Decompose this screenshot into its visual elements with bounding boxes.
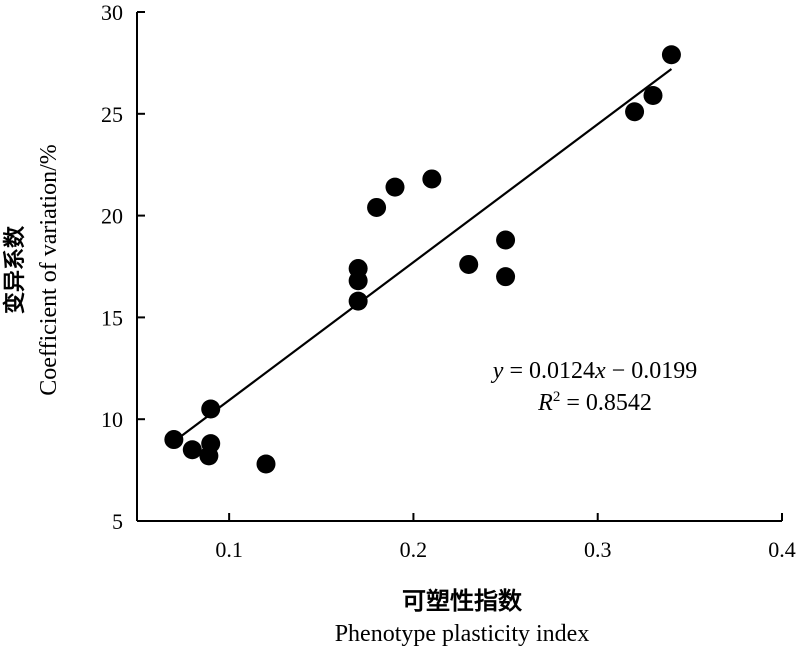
r2-value: = 0.8542 [560, 390, 652, 416]
data-point [496, 230, 516, 250]
data-point [182, 440, 202, 460]
x-axis-ticks: 0.1 0.2 0.3 0.4 [215, 513, 796, 562]
data-point [643, 85, 663, 105]
y-tick-label: 25 [101, 102, 123, 127]
data-point [661, 45, 681, 65]
y-tick-label: 5 [112, 509, 123, 534]
y-axis-ticks: 5 10 15 20 25 30 [101, 0, 145, 534]
trendline [173, 68, 673, 443]
r-squared: R2 = 0.8542 [537, 389, 652, 416]
y-axis-title-zh: 变异系数 [2, 225, 28, 314]
data-point [422, 169, 442, 189]
x-tick-label: 0.1 [215, 537, 243, 562]
data-point [385, 177, 405, 197]
x-tick-label: 0.2 [400, 537, 428, 562]
y-tick-label: 15 [101, 305, 123, 330]
data-point [164, 430, 184, 450]
eq-part-2: − 0.0199 [606, 358, 698, 384]
x-tick-label: 0.3 [584, 537, 612, 562]
y-axis-title-en: Coefficient of variation/% [36, 144, 62, 395]
r2-r-symbol: R [537, 390, 553, 416]
y-tick-label: 10 [101, 407, 123, 432]
data-points [164, 45, 681, 474]
x-axis-title-zh: 可塑性指数 [402, 587, 523, 615]
y-tick-label: 20 [101, 204, 123, 229]
data-point [459, 254, 479, 274]
data-point [625, 102, 645, 122]
regression-equation: y = 0.0124x − 0.0199 [491, 358, 697, 384]
x-axis-title-en: Phenotype plasticity index [335, 621, 590, 647]
data-point [348, 259, 368, 279]
data-point [201, 434, 221, 454]
data-point [256, 454, 276, 474]
y-tick-label: 30 [101, 0, 123, 25]
eq-part-1: = 0.0124 [503, 358, 595, 384]
eq-y-symbol: y [491, 358, 504, 384]
x-tick-label: 0.4 [768, 537, 796, 562]
data-point [348, 291, 368, 311]
data-point [496, 267, 516, 287]
eq-x-symbol: x [594, 358, 606, 384]
data-point [367, 197, 387, 217]
r2-superscript: 2 [553, 389, 561, 405]
data-point [201, 399, 221, 419]
